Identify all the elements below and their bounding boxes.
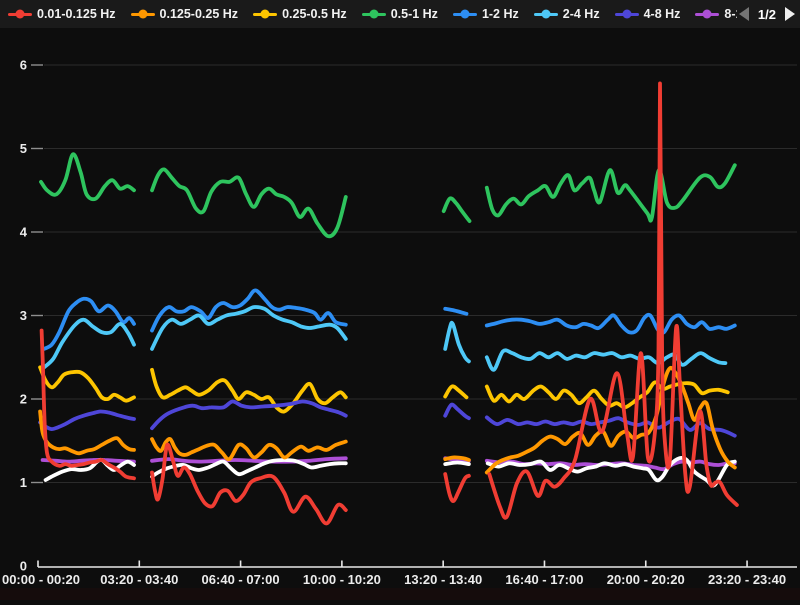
legend-label: 4-8 Hz [643,7,681,21]
legend-series-marker-icon [614,9,639,19]
y-axis-label: 0 [20,559,27,574]
series-line-white [150,458,348,479]
x-axis-label: 03:20 - 03:40 [100,572,178,587]
legend-item-0-25-0-5-hz[interactable]: 0.25-0.5 Hz [253,7,347,21]
legend-series-marker-icon [253,9,278,19]
legend-item-1-2-hz[interactable]: 1-2 Hz [452,7,519,21]
series-line-white [443,460,471,466]
series-line-white [485,455,737,488]
legend-label: 0.25-0.5 Hz [282,7,347,21]
legend-label: 0.01-0.125 Hz [37,7,116,21]
legend-series-marker-icon [361,9,386,19]
x-axis-label: 13:20 - 13:40 [404,572,482,587]
legend-page-label: 1/2 [757,6,776,22]
x-axis-label: 00:00 - 00:20 [2,572,80,587]
legend-label: 8-16 Hz [724,7,737,21]
series-line-2-4-hz [150,305,348,351]
series-line-0-01-0-125-hz [443,472,471,503]
legend-series-marker-icon [130,9,155,19]
series-line-0-125-0-25-hz [443,455,471,462]
legend-series-dot-icon [138,9,148,19]
legend-items: 0.01-0.125 Hz 0.125-0.25 Hz 0.25-0.5 Hz 0.5… [0,7,737,21]
series-line-8-16-hz [40,457,136,464]
series-line-0-5-1-hz [150,167,348,239]
series-line-0-5-1-hz [484,163,737,223]
series-line-0-25-0-5-hz [38,365,136,403]
y-axis-label: 4 [20,225,28,240]
x-axis-label: 23:20 - 23:40 [708,572,786,587]
legend-label: 0.5-1 Hz [390,7,438,21]
y-axis-label: 1 [20,475,27,490]
legend-item-0-5-1-hz[interactable]: 0.5-1 Hz [361,7,438,21]
y-axis-label: 6 [20,58,27,73]
series-line-0-01-0-125-hz [487,81,739,520]
legend-label: 1-2 Hz [481,7,519,21]
x-axis-label: 16:40 - 17:00 [505,572,583,587]
series-line-4-8-hz [443,402,471,421]
series-line-4-8-hz [38,409,136,432]
legend-label: 0.125-0.25 Hz [159,7,239,21]
legend-prev-page-icon[interactable] [738,7,749,21]
legend-series-dot-icon [541,9,551,19]
series-line-0-01-0-125-hz [39,328,136,481]
x-axis-label: 06:40 - 07:00 [202,572,280,587]
legend-series-dot-icon [369,9,379,19]
legend-series-dot-icon [622,9,632,19]
series-line-0-5-1-hz [39,152,136,202]
series-line-1-2-hz [484,312,737,335]
series-line-0-01-0-125-hz [150,442,348,526]
y-axis-label: 5 [20,141,27,156]
legend-item-0-01-0-125-hz[interactable]: 0.01-0.125 Hz [8,7,116,21]
legend-series-marker-icon [8,9,32,19]
legend-bar: 0.01-0.125 Hz 0.125-0.25 Hz 0.25-0.5 Hz 0.5… [0,0,800,28]
series-line-0-5-1-hz [441,196,472,223]
x-axis-label: 20:00 - 20:20 [607,572,685,587]
legend-series-dot-icon [260,9,270,19]
legend-next-page-icon[interactable] [785,7,795,21]
series-line-2-4-hz [42,317,136,370]
y-axis-label: 3 [20,308,27,323]
series-line-1-2-hz [443,306,469,316]
legend-series-dot-icon [15,9,25,19]
series-line-2-4-hz [484,348,728,372]
series-line-2-4-hz [443,320,471,364]
legend-item-4-8-hz[interactable]: 4-8 Hz [614,7,681,21]
series-line-0-25-0-5-hz [443,384,469,400]
series-line-4-8-hz [150,399,348,431]
series-line-0-25-0-5-hz [484,380,730,410]
series-line-0-25-0-5-hz [150,367,348,414]
legend-item-8-16-hz[interactable]: 8-16 Hz [695,7,737,21]
legend-series-dot-icon [702,9,712,19]
legend-item-0-125-0-25-hz[interactable]: 0.125-0.25 Hz [130,7,239,21]
bottom-strip [0,588,800,600]
y-axis-label: 2 [20,392,27,407]
series-line-8-16-hz [150,456,348,464]
series-line-1-2-hz [42,296,136,351]
legend-label: 2-4 Hz [562,7,600,21]
series-line-0-125-0-25-hz [484,365,737,475]
series-line-0-125-0-25-hz [38,409,136,456]
legend-series-marker-icon [695,9,720,19]
legend-series-dot-icon [460,9,470,19]
legend-item-2-4-hz[interactable]: 2-4 Hz [533,7,600,21]
legend-series-marker-icon [452,9,477,19]
legend-series-marker-icon [533,9,558,19]
series-line-4-8-hz [484,415,737,438]
series-line-0-125-0-25-hz [150,437,348,462]
legend-pagination: 1/2 [738,0,795,28]
x-axis-label: 10:00 - 10:20 [303,572,381,587]
series-line-1-2-hz [150,288,348,333]
